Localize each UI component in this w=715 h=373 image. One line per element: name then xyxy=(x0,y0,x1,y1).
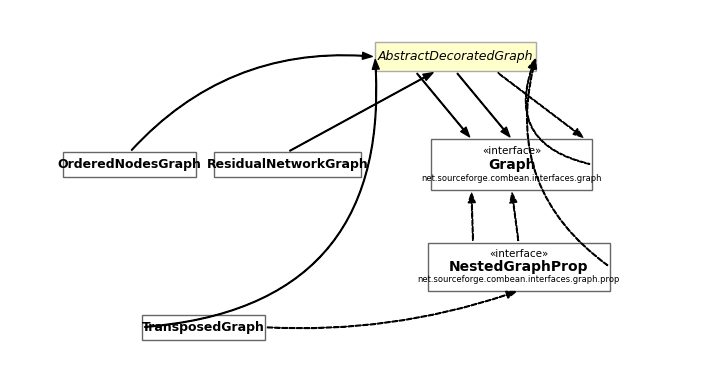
Text: ResidualNetworkGraph: ResidualNetworkGraph xyxy=(207,158,368,171)
FancyArrowPatch shape xyxy=(417,73,470,137)
Text: Graph: Graph xyxy=(488,157,536,172)
FancyArrowPatch shape xyxy=(498,73,583,137)
FancyArrowPatch shape xyxy=(267,291,516,329)
FancyArrowPatch shape xyxy=(468,193,475,240)
Text: net.sourceforge.combean.interfaces.graph: net.sourceforge.combean.interfaces.graph xyxy=(421,173,602,182)
Bar xyxy=(214,152,361,177)
FancyArrowPatch shape xyxy=(510,193,518,241)
Text: OrderedNodesGraph: OrderedNodesGraph xyxy=(58,158,202,171)
Bar xyxy=(428,243,610,291)
Text: NestedGraphProp: NestedGraphProp xyxy=(449,260,588,274)
Text: «interface»: «interface» xyxy=(482,146,541,156)
FancyArrowPatch shape xyxy=(457,73,510,137)
FancyArrowPatch shape xyxy=(526,59,590,164)
Bar xyxy=(375,42,536,71)
FancyArrowPatch shape xyxy=(132,52,373,150)
Text: TransposedGraph: TransposedGraph xyxy=(142,321,265,334)
Text: AbstractDecoratedGraph: AbstractDecoratedGraph xyxy=(378,50,533,63)
FancyArrowPatch shape xyxy=(290,73,433,151)
Bar xyxy=(142,315,265,340)
Bar xyxy=(63,152,197,177)
Bar xyxy=(431,139,592,190)
FancyArrowPatch shape xyxy=(527,59,608,266)
FancyArrowPatch shape xyxy=(144,60,379,327)
Text: «interface»: «interface» xyxy=(489,250,548,259)
Text: net.sourceforge.combean.interfaces.graph.prop: net.sourceforge.combean.interfaces.graph… xyxy=(418,275,620,284)
